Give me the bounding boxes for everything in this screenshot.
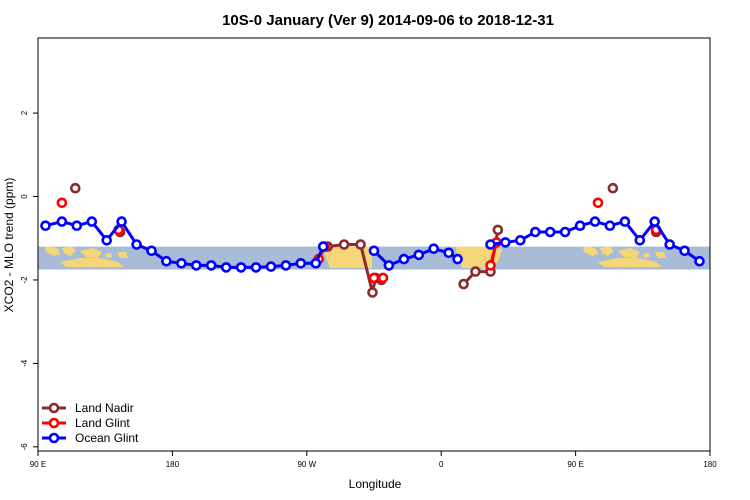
ocean-glint-point [452,253,463,265]
ocean-glint-point [443,247,455,259]
ocean-glint-point [679,245,690,257]
ocean-glint-point [514,235,526,246]
ocean-glint-point [634,235,646,246]
legend-label: Land Nadir [75,401,134,415]
y-tick-label: -4 [20,359,29,367]
land-islands-2 [643,252,666,258]
plot-frame [37,37,711,452]
x-tick-label: 90 W [297,460,316,469]
y-axis-label: XCO2 - MLO trend (ppm) [2,178,16,313]
ocean-glint-point [368,245,380,257]
land-nadir-point [492,224,504,236]
ocean-glint-point [664,239,676,250]
ocean-glint-point [485,239,496,250]
ocean-glint-point [191,260,202,271]
ocean-glint-point [694,255,705,267]
ocean-glint-point [428,243,440,254]
x-tick-label: 180 [166,460,180,469]
land-maritime-continent-4 [600,246,614,256]
legend-item-land-nadir: Land Nadir [42,401,134,415]
land-nadir-point [70,182,81,194]
ocean-glint-point [383,260,395,271]
ocean-glint-point [500,237,511,248]
ocean-glint-point [250,262,262,273]
ocean-glint-point [574,220,586,231]
land-islands-1 [105,252,128,258]
ocean-glint-point [280,260,292,271]
ocean-glint-point [220,262,232,273]
y-tick-label: -2 [20,276,29,284]
legend-label: Ocean Glint [75,431,139,445]
ocean-glint-point [161,255,172,267]
y-tick-label: -6 [20,443,29,451]
ocean-glint-point [56,216,68,227]
x-tick-label: 90 E [30,460,46,469]
ocean-glint-point [116,216,127,227]
ocean-glint-point [310,257,322,269]
legend-marker [48,402,60,414]
ocean-glint-point [146,245,157,257]
x-tick-label: 90 E [567,460,583,469]
ocean-glint-point [176,257,187,269]
ocean-glint-point [86,216,98,227]
ocean-glint-point [205,260,217,271]
axes: 90 E 180 90 W 0 90 E 180 -6 -4 -2 0 2 [20,37,717,469]
series-layer [40,182,705,298]
ocean-glint-point [559,226,571,238]
land-new-guinea-1 [80,248,102,258]
ocean-glint-point [295,257,307,269]
land-glint-point [377,272,389,284]
land-glint-point [368,272,380,284]
ocean-glint-point [619,216,631,227]
land-australia-north-1 [60,258,124,267]
land-australia-north-2 [598,258,662,267]
land-nadir-point [355,239,366,250]
x-tick-label: 180 [703,460,717,469]
x-tick-label: 0 [439,460,444,469]
y-tick-label: 2 [20,110,29,115]
ocean-glint-point [265,261,277,272]
x-axis-label: Longitude [349,477,402,491]
land-nadir-point [470,266,481,277]
ocean-glint-point [413,249,425,261]
ocean-glint-point [398,253,410,265]
ocean-glint-point [649,216,661,227]
land-glint-point [56,197,68,209]
land-mask [45,246,666,268]
land-maritime-continent-2 [62,246,76,256]
legend-item-ocean-glint: Ocean Glint [42,431,139,445]
ocean-glint-point [131,239,142,250]
legend-marker [48,417,60,429]
land-maritime-continent-3 [583,246,598,256]
y-tick-label: 0 [20,194,29,199]
ocean-glint-point [317,241,329,252]
land-nadir-point [367,287,378,298]
land-glint-point [485,260,496,271]
land-nadir-point [607,182,619,194]
land-glint-point [592,197,604,209]
ocean-glint-point [589,216,601,227]
latitude-band [38,246,710,270]
ocean-glint-point [604,220,616,231]
land-nadir-point [458,278,469,290]
chart-title: 10S-0 January (Ver 9) 2014-09-06 to 2018… [222,12,554,29]
land-south-america [323,246,372,268]
ocean-glint-point [101,235,112,246]
legend-label: Land Glint [75,416,130,430]
legend-marker [48,432,60,444]
ocean-glint-point [529,226,541,238]
ocean-glint-point [71,220,83,231]
ocean-glint-point [544,226,556,238]
ocean-glint-point [235,262,247,273]
land-nadir-point [338,239,350,250]
legend-item-land-glint: Land Glint [42,416,130,430]
ocean-band [38,246,710,270]
land-new-guinea-2 [618,248,640,258]
land-maritime-continent-1 [45,246,60,256]
ocean-glint-point [40,220,51,231]
series-ocean-glint [40,216,705,273]
